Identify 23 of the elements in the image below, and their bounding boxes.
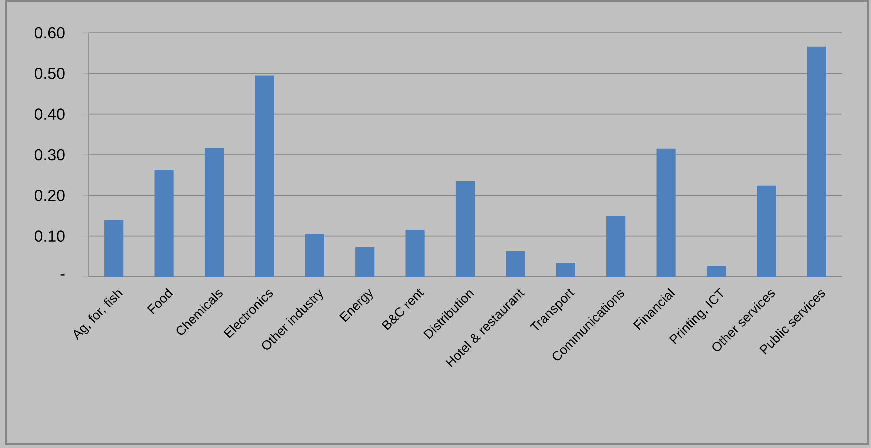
bar: [606, 216, 626, 277]
y-tick-label: 0.50: [34, 68, 65, 80]
y-tick-label: 0.20: [34, 190, 65, 202]
bar: [757, 186, 776, 277]
bar: [255, 76, 274, 277]
bar: [305, 234, 324, 277]
bar: [104, 220, 124, 277]
y-tick-label: 0.40: [34, 108, 65, 120]
bar: [807, 46, 826, 277]
bar: [656, 148, 676, 277]
bar: [154, 170, 174, 277]
bar: [356, 247, 375, 277]
y-tick-label: 0.30: [34, 149, 65, 161]
bar: [406, 230, 425, 277]
bar: [506, 251, 526, 277]
bar: [556, 263, 576, 277]
y-tick-label: -: [60, 274, 65, 276]
y-tick-label: 0.10: [34, 230, 65, 242]
x-tick-label: Ag, for, fish: [74, 290, 123, 340]
bar: [456, 181, 476, 277]
y-tick-label: 0.60: [34, 27, 65, 39]
bar: [706, 266, 726, 277]
bar: [204, 148, 224, 277]
